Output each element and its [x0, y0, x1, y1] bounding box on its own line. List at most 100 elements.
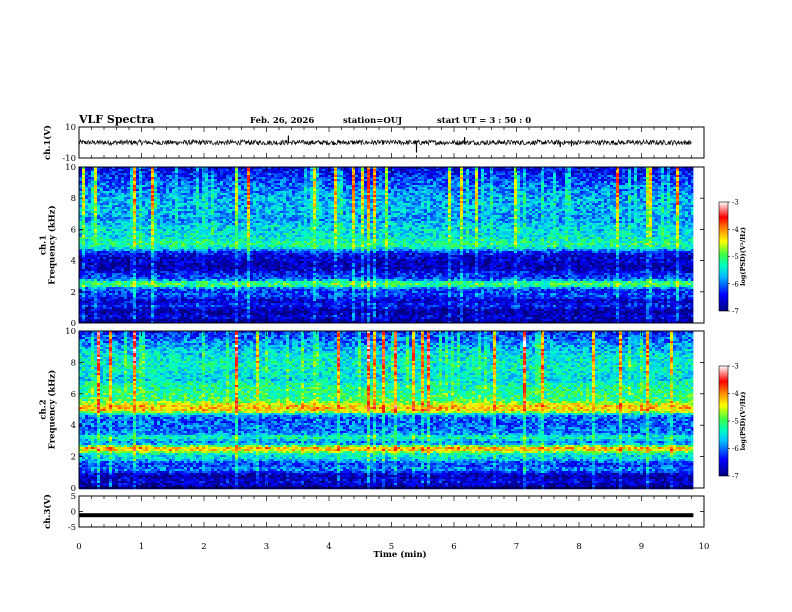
spectrogram-cell [676, 215, 679, 217]
spectrogram-cell [454, 189, 457, 191]
spectrogram-cell [532, 215, 535, 217]
spectrogram-cell [664, 205, 667, 207]
spectrogram-cell [334, 173, 337, 175]
spectrogram-cell [169, 211, 172, 213]
spectrogram-cell [283, 207, 286, 209]
spectrogram-cell [679, 185, 688, 187]
spectrogram-cell [643, 187, 646, 189]
spectrogram-cell [592, 203, 601, 205]
spectrogram-cell [667, 181, 670, 183]
spectrogram-cell [376, 187, 379, 189]
spectrogram-cell [493, 169, 499, 171]
spectrogram-cell [427, 173, 430, 175]
spectrogram-cell [628, 197, 631, 199]
spectrogram-cell [124, 205, 127, 207]
spectrogram-cell [619, 185, 628, 187]
spectrogram-cell [361, 179, 364, 181]
spectrogram-cell [364, 171, 367, 173]
spectrogram-cell [676, 197, 679, 199]
spectrogram-cell [85, 201, 88, 203]
spectrogram-cell [649, 197, 652, 199]
spectrogram-cell [121, 207, 127, 209]
spectrogram-cell [268, 207, 271, 209]
spectrogram-cell [553, 193, 556, 195]
spectrogram-cell [598, 177, 601, 179]
spectrogram-cell [310, 187, 313, 189]
spectrogram-cell [85, 175, 88, 177]
spectrogram-cell [205, 191, 208, 193]
spectrogram-cell [163, 209, 166, 211]
spectrogram-cell [298, 191, 304, 193]
spectrogram-cell [562, 185, 565, 187]
spectrogram-cell [607, 205, 610, 207]
spectrogram-cell [196, 189, 199, 191]
spectrogram-cell [277, 215, 283, 217]
spectrogram-cell [211, 169, 214, 171]
spectrogram-cell [313, 219, 316, 221]
spectrogram-cell [673, 207, 676, 209]
spectrogram-cell [100, 169, 103, 171]
spectrogram-cell [610, 179, 616, 181]
spectrogram-cell [520, 171, 523, 173]
spectrogram-cell [532, 203, 535, 205]
spectrogram-cell [94, 173, 97, 175]
spectrogram-cell [355, 193, 358, 195]
spectrogram-cell [562, 209, 565, 211]
spectrogram-cell [313, 185, 316, 187]
spectrogram-cell [667, 171, 670, 173]
spectrogram-cell [454, 181, 457, 183]
spectrogram-cell [301, 171, 304, 173]
spectrogram-cell [439, 175, 442, 177]
spectrogram-cell [577, 187, 580, 189]
spectrogram-cell [82, 177, 85, 179]
spectrogram-cell [499, 197, 502, 199]
spectrogram-cell [424, 195, 433, 197]
spectrogram-cell [424, 173, 427, 175]
spectrogram-cell [331, 183, 334, 185]
spectrogram-cell [289, 189, 292, 191]
spectrogram-cell [169, 191, 172, 193]
spectrogram-cell [142, 207, 145, 209]
spectrogram-cell [337, 169, 340, 171]
spectrogram-cell [268, 185, 271, 187]
spectrogram-cell [400, 215, 403, 217]
spectrogram-cell [298, 183, 301, 185]
spectrogram-cell [553, 191, 556, 193]
spectrogram-cell [262, 203, 265, 205]
spectrogram-cell [280, 199, 283, 201]
spectrogram-cell [82, 201, 85, 203]
spectrogram-cell [319, 219, 325, 221]
spectrogram-cell [160, 171, 163, 173]
spectrogram-cell [166, 193, 169, 195]
spectrogram-cell [637, 173, 640, 175]
spectrogram-cell [688, 207, 691, 209]
spectrogram-cell [517, 217, 520, 219]
spectrogram-cell [136, 205, 139, 207]
spectrogram-cell [382, 173, 385, 175]
spectrogram-cell [502, 193, 505, 195]
spectrogram-cell [256, 199, 259, 201]
spectrogram-cell [232, 171, 235, 173]
spectrogram-cell [511, 175, 514, 177]
spectrogram-cell [259, 193, 262, 195]
spectrogram-cell [493, 217, 499, 219]
spectrogram-cell [187, 179, 190, 181]
spectrogram-cell [550, 207, 553, 209]
spectrogram-cell [691, 195, 693, 197]
spectrogram-cell [577, 203, 580, 205]
spectrogram-cell [94, 183, 97, 185]
spectrogram-cell [127, 187, 130, 189]
spectrogram-cell [568, 199, 571, 201]
spectrogram-cell [334, 179, 337, 181]
spectrogram-cell [307, 211, 310, 213]
spectrogram-cell [346, 169, 349, 171]
spectrogram-cell [175, 203, 178, 205]
spectrogram-cell [133, 191, 136, 193]
spectrogram-cell [145, 185, 148, 187]
spectrogram-cell [586, 195, 589, 197]
spectrogram-cell [289, 183, 292, 185]
spectrogram-cell [85, 211, 88, 213]
spectrogram-cell [274, 181, 280, 183]
spectrogram-cell [592, 177, 595, 179]
spectrogram-cell [361, 191, 364, 193]
